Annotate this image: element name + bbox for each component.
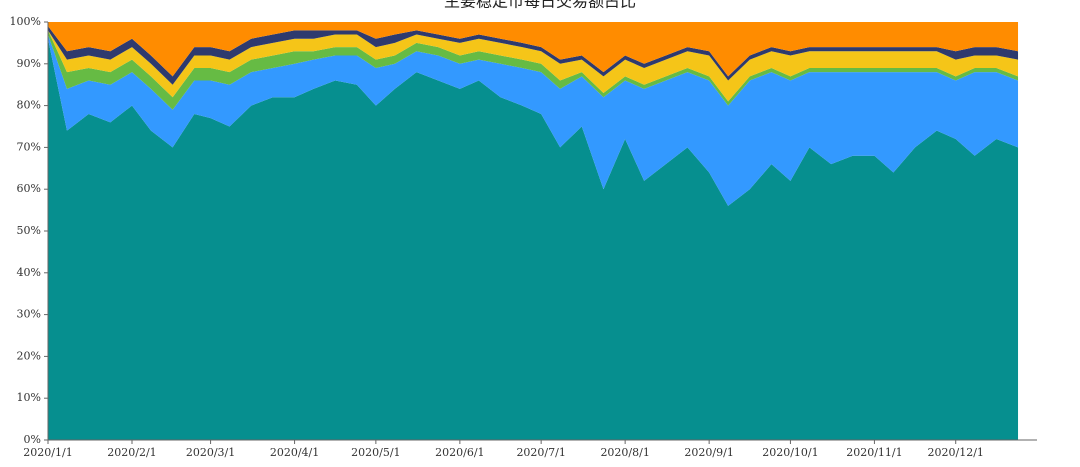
y-tick-label: 80% [17,99,41,112]
x-tick-label: 2020/5/1 [351,446,400,459]
x-tick-label: 2020/3/1 [186,446,235,459]
area [48,30,1019,102]
x-tick-label: 2020/11/1 [846,446,902,459]
y-tick-label: 0% [24,433,41,446]
chart-title: 主要稳定币每日交易额占比 [444,0,636,11]
x-tick-label: 2020/9/1 [684,446,733,459]
y-tick-label: 90% [17,57,41,70]
x-tick-label: 2020/12/1 [928,446,984,459]
x-tick-label: 2020/2/1 [107,446,156,459]
y-tick-label: 10% [17,391,41,404]
x-tick-label: 2020/7/1 [516,446,565,459]
area [48,38,1019,440]
y-tick-label: 100% [10,15,41,28]
y-tick-label: 50% [17,224,41,237]
area [48,34,1019,206]
x-tick-label: 2020/6/1 [435,446,484,459]
y-tick-label: 70% [17,140,41,153]
x-tick-label: 2020/1/1 [23,446,72,459]
x-tick-label: 2020/10/1 [762,446,818,459]
x-tick-label: 2020/8/1 [600,446,649,459]
x-tick-label: 2020/4/1 [270,446,319,459]
area [48,30,1019,110]
area [48,22,1019,77]
y-tick-label: 20% [17,349,41,362]
y-tick-label: 60% [17,182,41,195]
y-tick-label: 40% [17,266,41,279]
y-tick-label: 30% [17,308,41,321]
